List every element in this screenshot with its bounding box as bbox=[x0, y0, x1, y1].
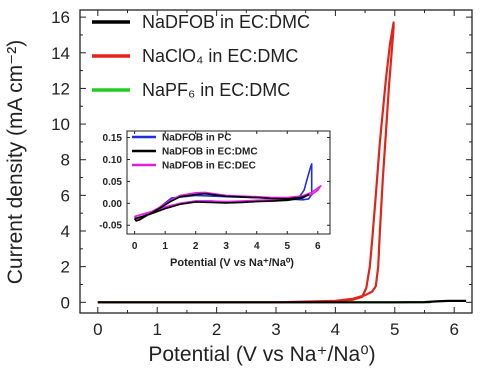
x-tick-label: 3 bbox=[271, 320, 280, 339]
y-tick-label: 14 bbox=[51, 44, 70, 63]
x-tick-label: 5 bbox=[284, 241, 290, 252]
legend-label: NaDFOB in EC:DMC bbox=[162, 147, 258, 158]
y-tick-label: 10 bbox=[51, 115, 70, 134]
x-tick-label: 2 bbox=[193, 241, 199, 252]
y-tick-label: 2 bbox=[61, 258, 70, 277]
y-tick-label: 0.05 bbox=[103, 177, 123, 188]
series-line-2 bbox=[133, 185, 322, 221]
x-tick-label: 6 bbox=[315, 241, 321, 252]
inset-plot: 0 1 2 3 4 5 6 -0.05 0.00 0.05 0.10 0.15 NaDFOB in PC… bbox=[99, 130, 331, 269]
x-tick-label: 0 bbox=[132, 241, 138, 252]
y-tick-label: 0.15 bbox=[103, 133, 123, 144]
series-line-1 bbox=[97, 21, 395, 304]
y-tick-label: 0 bbox=[61, 293, 70, 312]
x-tick-label: 1 bbox=[152, 320, 161, 339]
y-tick-label: 6 bbox=[61, 186, 70, 205]
x-tick-label: 1 bbox=[162, 241, 168, 252]
x-tick-label: 4 bbox=[254, 241, 260, 252]
legend-label: NaPF₆ in EC:DMC bbox=[142, 80, 290, 100]
x-axis-title: Potential (V vs Na⁺/Na⁰) bbox=[148, 343, 375, 366]
y-tick-label: 0.10 bbox=[103, 155, 123, 166]
y-tick-label: 12 bbox=[51, 79, 70, 98]
y-tick-label: 16 bbox=[51, 8, 70, 27]
legend-label: NaDFOB in EC:DMC bbox=[142, 12, 310, 32]
legend-label: NaDFOB in EC:DEC bbox=[162, 161, 256, 172]
x-tick-label: 2 bbox=[212, 320, 221, 339]
legend-label: NaClO₄ in EC:DMC bbox=[142, 46, 298, 66]
x-tick-label: 3 bbox=[223, 241, 229, 252]
x-tick-label: 6 bbox=[449, 320, 458, 339]
y-tick-label: 4 bbox=[61, 222, 70, 241]
series-line-1 bbox=[133, 192, 310, 222]
x-tick-label: 5 bbox=[390, 320, 399, 339]
x-tick-label: 4 bbox=[331, 320, 340, 339]
y-axis-title: Current density (mA cm⁻²) bbox=[4, 40, 27, 284]
x-axis-title: Potential (V vs Na⁺/Na⁰) bbox=[170, 257, 294, 269]
series-line-0 bbox=[97, 299, 467, 304]
legend-label: NaDFOB in PC bbox=[162, 133, 231, 144]
y-tick-label: 0.00 bbox=[103, 199, 123, 210]
plot-frame bbox=[126, 130, 331, 235]
y-tick-label: -0.05 bbox=[99, 221, 122, 232]
x-tick-label: 0 bbox=[93, 320, 102, 339]
y-tick-label: 8 bbox=[61, 151, 70, 170]
